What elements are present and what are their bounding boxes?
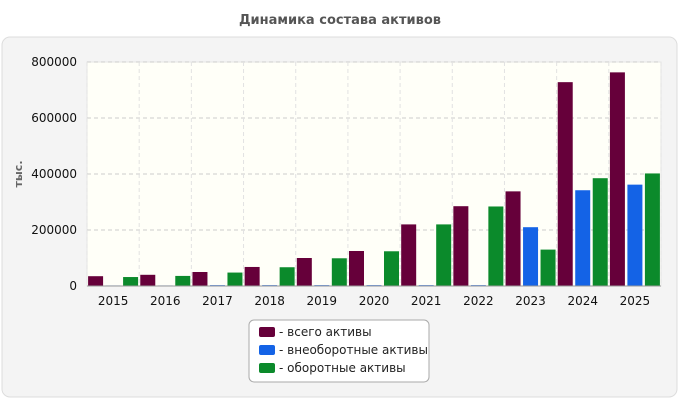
x-tick-label: 2025 <box>620 294 651 308</box>
bar-total-assets <box>557 82 573 286</box>
bar-total-assets <box>244 266 260 286</box>
x-tick-label: 2016 <box>150 294 181 308</box>
bar-current-assets <box>384 251 399 286</box>
bar-noncurrent-assets <box>627 184 643 286</box>
legend-label: - внеоборотные активы <box>279 343 428 357</box>
legend-swatch <box>259 327 275 337</box>
legend-swatch <box>259 363 275 373</box>
bar-total-assets <box>88 276 104 286</box>
x-tick-label: 2021 <box>411 294 442 308</box>
y-tick-label: 800000 <box>31 55 77 69</box>
legend: - всего активы - внеоборотные активы - обо… <box>248 319 430 383</box>
legend-swatch <box>259 345 275 355</box>
x-tick-label: 2019 <box>307 294 338 308</box>
bar-current-assets <box>488 206 504 286</box>
x-tick-label: 2017 <box>202 294 233 308</box>
legend-label: - оборотные активы <box>279 361 406 375</box>
legend-box <box>248 319 430 383</box>
bar-total-assets <box>140 274 156 286</box>
x-tick-label: 2024 <box>567 294 598 308</box>
bar-total-assets <box>192 272 208 286</box>
bar-total-assets <box>349 251 364 286</box>
bar-current-assets <box>175 275 191 286</box>
bar-current-assets <box>227 272 243 286</box>
bar-current-assets <box>436 224 452 286</box>
x-tick-label: 2018 <box>254 294 285 308</box>
x-tick-label: 2020 <box>359 294 390 308</box>
bar-total-assets <box>453 206 469 286</box>
bar-total-assets <box>505 191 521 286</box>
bar-current-assets <box>644 173 660 286</box>
bar-current-assets <box>331 258 347 286</box>
bar-total-assets <box>401 224 417 286</box>
y-tick-label: 600000 <box>31 111 77 125</box>
bar-current-assets <box>279 267 295 286</box>
bar-current-assets <box>592 178 608 286</box>
x-tick-label: 2023 <box>515 294 546 308</box>
y-axis-label: тыс. <box>12 160 25 187</box>
y-tick-label: 200000 <box>31 223 77 237</box>
bar-total-assets <box>296 258 312 286</box>
x-tick-label: 2015 <box>98 294 129 308</box>
x-tick-label: 2022 <box>463 294 494 308</box>
bar-current-assets <box>123 277 139 286</box>
bar-noncurrent-assets <box>575 190 591 286</box>
plot-area: 800000 600000 400000 200000 0 2015 2016 2017 201… <box>31 55 662 308</box>
y-tick-label: 400000 <box>31 167 77 181</box>
legend-label: - всего активы <box>279 325 372 339</box>
chart-title: Динамика состава активов <box>239 13 441 28</box>
bar-current-assets <box>540 249 556 286</box>
y-tick-label: 0 <box>69 279 77 293</box>
bar-noncurrent-assets <box>523 227 539 286</box>
bar-total-assets <box>609 72 625 286</box>
